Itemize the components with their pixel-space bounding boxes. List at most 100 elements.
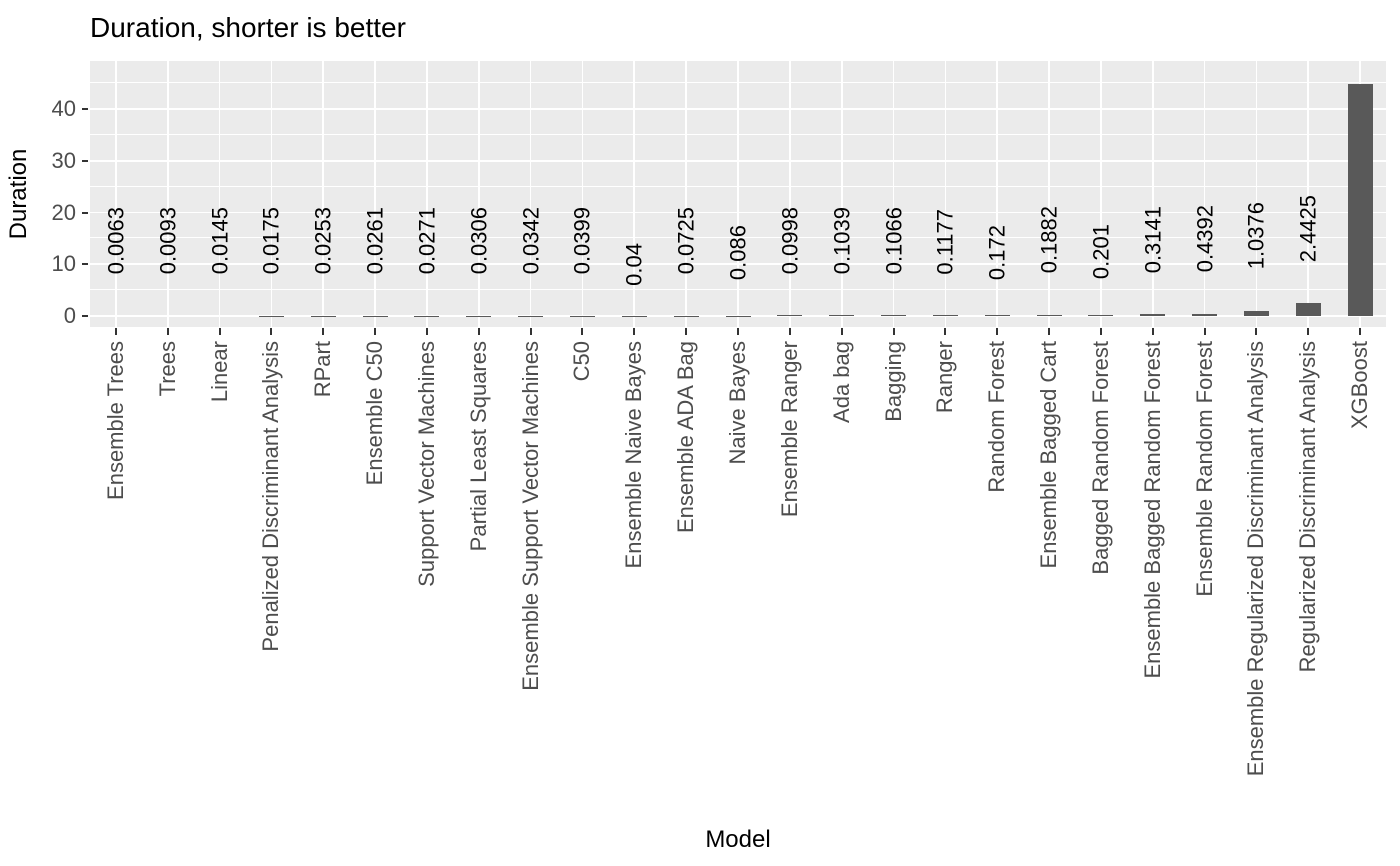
- x-tick-mark: [425, 328, 428, 335]
- bar-value-label: 0.0261: [362, 207, 388, 275]
- bar: [1140, 314, 1166, 316]
- bar-value-label: 0.1039: [829, 206, 855, 274]
- x-tick-mark: [633, 328, 636, 335]
- bar-value-label: 0.201: [1088, 224, 1114, 280]
- gridline-vertical: [840, 61, 843, 327]
- bar-value-label: 0.0399: [569, 207, 595, 275]
- y-axis-tick-label: 0: [63, 303, 76, 328]
- gridline-vertical: [1255, 61, 1258, 327]
- bar-value-label: 0.0998: [777, 206, 803, 274]
- bar-value-label: 2.4425: [1295, 194, 1321, 262]
- chart-title: Duration, shorter is better: [90, 12, 406, 43]
- bar-value-label: 0.0093: [155, 207, 181, 275]
- bar: [777, 315, 803, 316]
- x-tick-mark: [581, 328, 584, 335]
- bar-value-label: 0.3141: [1140, 205, 1166, 273]
- x-tick-mark: [1307, 328, 1310, 335]
- gridline-vertical: [737, 61, 739, 327]
- x-axis-tick-label: Ensemble Naive Bayes: [621, 341, 647, 569]
- x-axis-tick-label: Ensemble Random Forest: [1191, 341, 1217, 597]
- x-axis-tick-label: C50: [569, 341, 595, 382]
- x-tick-mark: [944, 328, 947, 335]
- gridline-vertical: [1203, 61, 1206, 327]
- bar-value-label: 0.1177: [932, 208, 958, 275]
- bar-value-label: 0.086: [725, 225, 751, 281]
- x-tick-mark: [840, 328, 843, 335]
- x-tick-mark: [788, 328, 791, 335]
- gridline-vertical: [581, 61, 584, 327]
- x-tick-mark: [322, 328, 325, 335]
- gridline-vertical: [1307, 61, 1310, 327]
- y-axis-tick-label: 40: [51, 96, 76, 121]
- bar-value-label: 1.0376: [1243, 201, 1269, 270]
- x-tick-mark: [477, 328, 480, 335]
- x-axis-tick-label: Ranger: [932, 341, 958, 414]
- gridline-vertical: [1151, 61, 1154, 327]
- bar-value-label: 0.1882: [1036, 206, 1062, 274]
- x-tick-mark: [1255, 328, 1258, 335]
- gridline-vertical: [685, 61, 687, 327]
- x-axis-tick-label: Ensemble Ranger: [776, 341, 802, 518]
- y-tick-mark: [82, 263, 88, 266]
- x-tick-mark: [218, 328, 221, 335]
- x-axis-tick-label: Ensemble Trees: [102, 341, 128, 500]
- gridline-vertical: [996, 61, 999, 327]
- gridline-vertical: [115, 61, 117, 327]
- gridline-vertical: [529, 61, 532, 327]
- x-axis-tick-label: Ensemble ADA Bag: [673, 341, 699, 534]
- bar-value-label: 0.0063: [103, 207, 129, 275]
- x-axis-tick-label: Naive Bayes: [724, 341, 750, 465]
- gridline-vertical: [892, 61, 895, 327]
- bar: [1192, 313, 1218, 316]
- x-axis-tick-label: Penalized Discriminant Analysis: [258, 341, 284, 652]
- x-axis-tick-label: Regularized Discriminant Analysis: [1295, 341, 1321, 673]
- gridline-vertical: [270, 61, 273, 327]
- gridline-vertical: [166, 61, 169, 327]
- x-axis-tick-label: Support Vector Machines: [413, 341, 439, 587]
- x-axis-tick-label: Ada bag: [828, 341, 854, 423]
- x-tick-mark: [737, 328, 739, 335]
- bar-value-label: 0.0306: [466, 207, 492, 275]
- x-tick-mark: [685, 328, 688, 335]
- x-axis-tick-label: Bagged Random Forest: [1087, 341, 1113, 575]
- plot-panel: 0.0063 0.0093 0.0145 0.0175 0.0253 0.0261 0.02…: [90, 61, 1386, 327]
- x-tick-mark: [374, 328, 377, 335]
- x-tick-mark: [892, 328, 895, 335]
- x-tick-mark: [270, 328, 273, 335]
- y-tick-mark: [82, 159, 88, 162]
- bar: [881, 315, 907, 316]
- x-axis-tick-label: Bagging: [880, 341, 906, 422]
- y-tick-mark: [82, 315, 88, 317]
- x-tick-mark: [1048, 328, 1051, 335]
- x-tick-mark: [1203, 328, 1206, 335]
- bar: [932, 315, 958, 316]
- x-tick-mark: [1359, 328, 1362, 335]
- x-axis-tick-label: Linear: [206, 341, 232, 403]
- bar: [1036, 315, 1062, 316]
- x-tick-mark: [529, 328, 532, 335]
- y-axis-title: Duration: [5, 148, 32, 240]
- x-axis-tick-label: Random Forest: [984, 341, 1010, 493]
- bar-value-label: 0.172: [984, 224, 1010, 280]
- bar: [1347, 84, 1373, 316]
- x-axis-tick-label: Trees: [154, 341, 180, 397]
- bar-value-label: 0.04: [621, 243, 647, 287]
- y-axis-tick-label: 10: [51, 251, 76, 277]
- gridline-vertical: [374, 61, 376, 327]
- x-axis-tick-label: Ensemble Support Vector Machines: [517, 341, 543, 691]
- bar: [1295, 303, 1321, 316]
- bar-value-label: 0.0175: [258, 207, 284, 275]
- y-tick-mark: [82, 211, 88, 214]
- gridline-vertical: [477, 61, 480, 327]
- gridline-vertical: [426, 61, 428, 327]
- y-tick-mark: [82, 108, 88, 110]
- bar-value-label: 0.0271: [414, 207, 440, 275]
- x-axis-tick-label: Ensemble Regularized Discriminant Analys…: [1243, 341, 1269, 777]
- gridline-vertical: [218, 61, 221, 327]
- x-axis-tick-label: Ensemble Bagged Cart: [1035, 341, 1061, 569]
- x-tick-mark: [1151, 328, 1154, 335]
- gridline-vertical: [1048, 61, 1050, 327]
- gridline-vertical: [322, 61, 325, 327]
- x-tick-mark: [996, 328, 999, 335]
